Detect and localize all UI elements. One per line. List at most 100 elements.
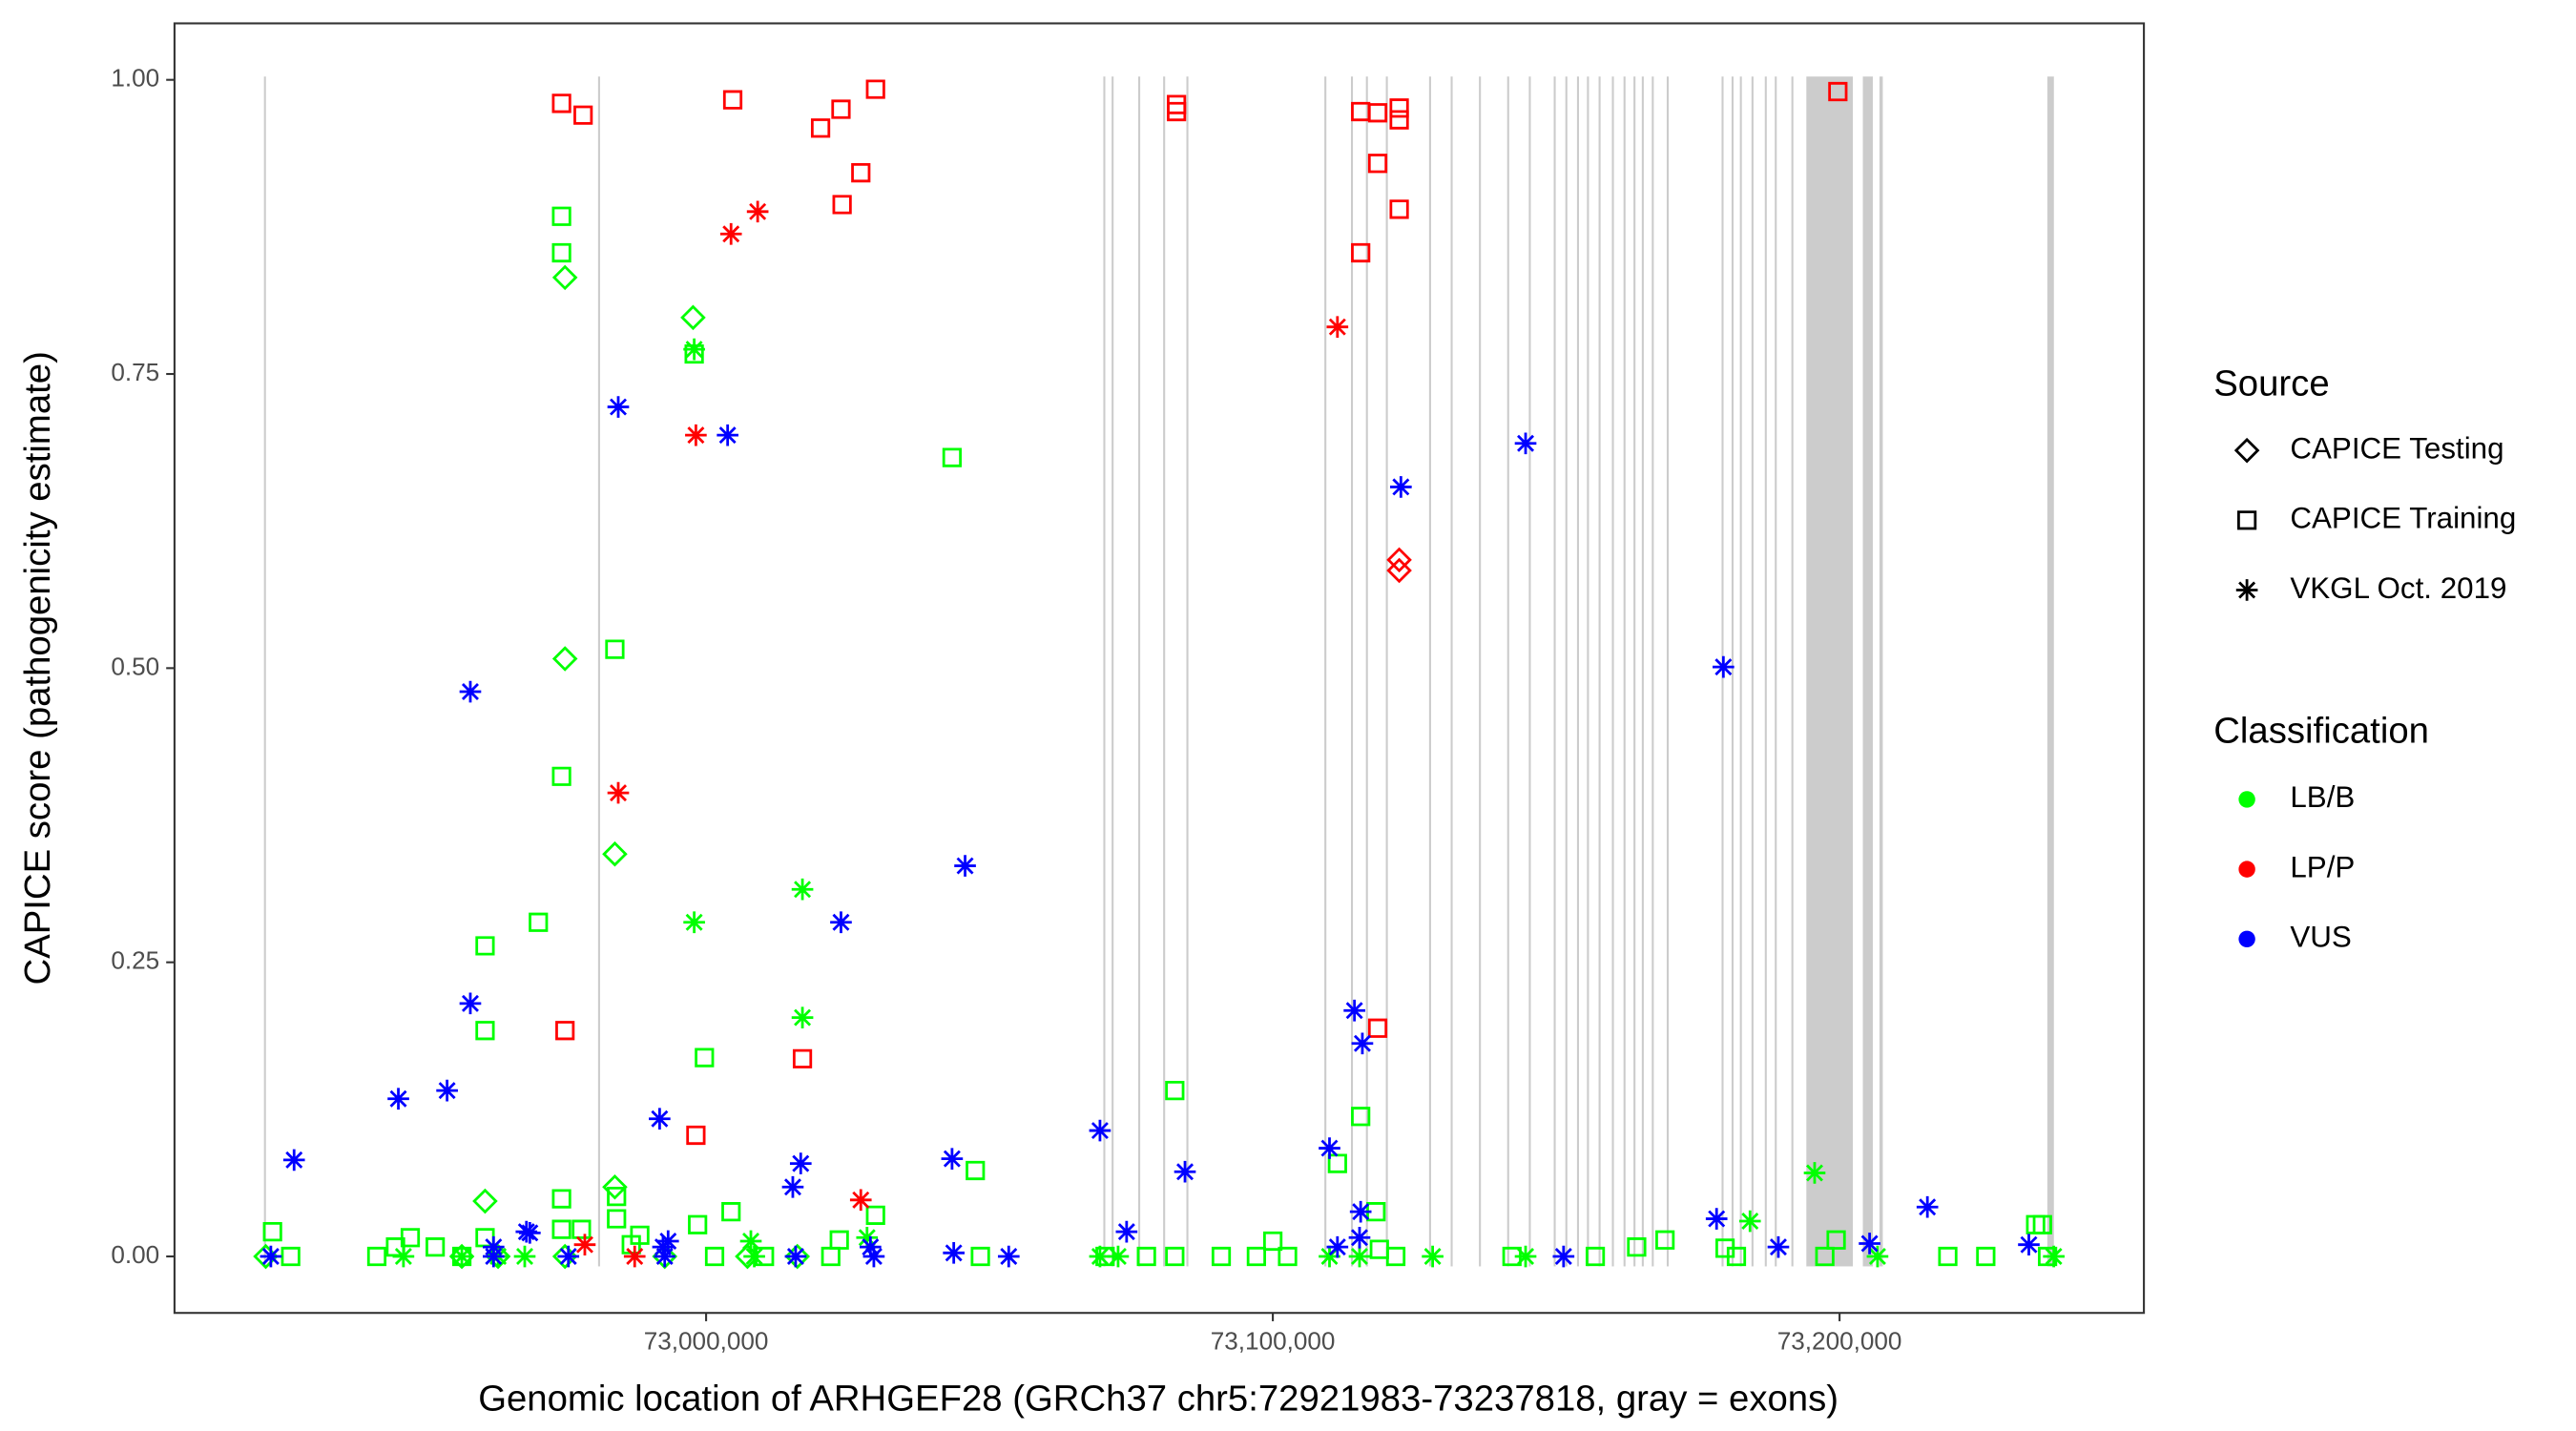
exon [1623,76,1626,1267]
point [1916,1195,1939,1218]
exon [1652,76,1654,1267]
point [262,1222,282,1242]
exon [1138,76,1141,1267]
point [1278,1246,1298,1267]
point [551,264,578,291]
point [695,1047,715,1068]
exon [1666,76,1670,1267]
exon [1633,76,1636,1267]
exon [1163,76,1166,1267]
point [450,1245,473,1268]
point [781,1175,804,1198]
point [1165,1246,1185,1267]
point [1738,1210,1761,1233]
exon [1111,76,1114,1267]
point [1514,1245,1537,1268]
exon [1587,76,1589,1267]
point [1349,1200,1372,1223]
exon [2046,76,2054,1267]
point [1319,1245,1340,1268]
y-tick-label: 0.75 [111,358,159,386]
point [1866,1245,1889,1268]
point [849,1189,872,1212]
point [792,1048,813,1068]
point [1655,1230,1675,1250]
point [551,206,571,226]
exon [1528,76,1531,1267]
point [1514,432,1537,455]
point [607,1209,627,1229]
exon [1791,76,1794,1267]
legend-symbol [2238,930,2255,947]
exon [1553,76,1556,1267]
point [1326,316,1349,339]
point [1389,110,1409,130]
point [607,1187,627,1207]
point [571,1219,592,1239]
exon [1739,76,1742,1267]
point [683,911,705,934]
exon [1103,76,1106,1267]
point [1386,547,1412,573]
point [436,1079,458,1102]
exon [1365,76,1368,1267]
point [623,1245,646,1268]
exon [1862,76,1873,1267]
exon [1775,76,1777,1267]
point [448,1243,475,1270]
point [551,1219,571,1239]
point [1828,81,1848,102]
point [830,911,852,934]
point [630,1225,650,1245]
point [2032,1214,2052,1234]
point [605,639,625,659]
legend-symbol [2233,437,2260,464]
legend-symbol [2238,861,2255,878]
point [791,1006,814,1028]
point [1585,1246,1606,1267]
point [1343,999,1365,1022]
point [831,99,851,119]
point [997,1245,1020,1268]
point [573,105,593,125]
point [2018,1234,2040,1256]
point [856,1226,879,1249]
point [721,1202,741,1222]
legend-title: Source [2213,363,2329,404]
exon [1428,76,1431,1267]
point [1627,1237,1647,1257]
point [966,1160,986,1181]
y-axis-title: CAPICE score (pathogenicity estimate) [17,351,58,985]
exon [1751,76,1754,1267]
exon [1506,76,1509,1267]
point [784,1243,811,1270]
point [685,424,707,446]
point [555,1021,575,1041]
y-tick-label: 0.25 [111,946,159,975]
exon [1806,76,1854,1267]
point [366,1246,387,1267]
point [1351,242,1371,263]
point [472,1188,498,1214]
point [954,855,976,877]
point [942,447,962,467]
x-tick-label: 73,200,000 [1777,1326,1902,1355]
point [865,1205,885,1225]
point [1389,199,1409,219]
point [649,1108,671,1130]
exon [263,76,266,1267]
point [722,90,743,110]
point [1713,655,1735,678]
point [1211,1246,1232,1267]
y-tick-label: 0.00 [111,1240,159,1269]
point [1107,1245,1130,1268]
point [743,1245,765,1268]
point [686,1125,706,1146]
point [1351,1032,1374,1055]
exon [1350,76,1354,1267]
point [529,912,549,932]
point [2038,1246,2058,1267]
y-tick-label: 1.00 [111,64,159,93]
plot-panel [253,76,2065,1270]
